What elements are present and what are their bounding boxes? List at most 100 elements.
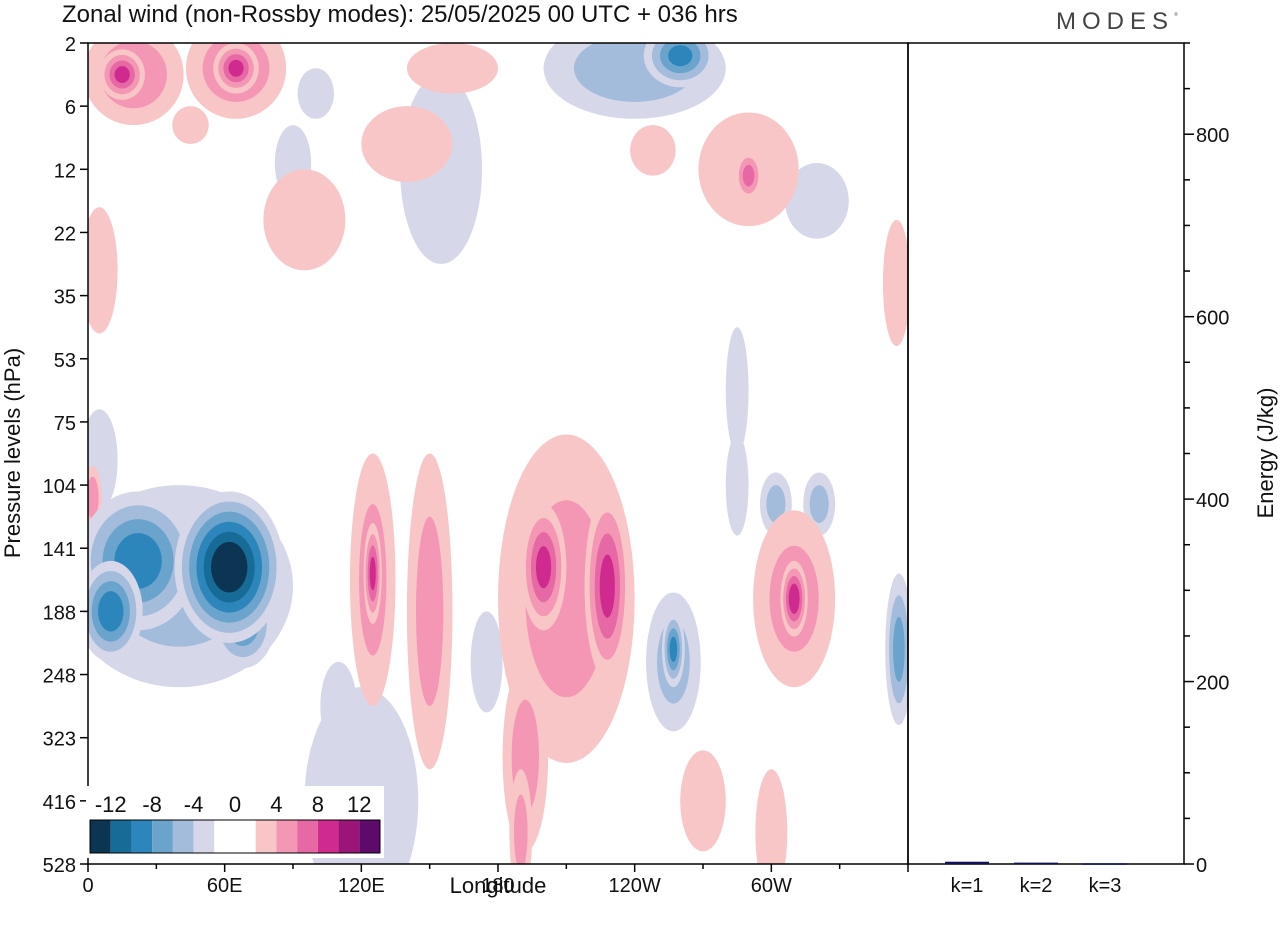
wind-feature: [470, 611, 503, 713]
contour-band: [369, 556, 376, 591]
x-tick-label: 60W: [751, 875, 792, 897]
x-tick-label: 120E: [338, 875, 385, 897]
energy-bar-label: k=2: [1020, 875, 1053, 897]
contour-band: [218, 552, 241, 583]
colorbar-label: 8: [312, 792, 324, 817]
energy-frame: [907, 42, 1185, 865]
contour-band: [680, 750, 726, 852]
contour-band: [669, 636, 678, 662]
energy-tick-label: 800: [1196, 125, 1229, 147]
contour-band: [114, 66, 130, 83]
modes-logo: MODES°: [1056, 8, 1178, 36]
chart-title: Zonal wind (non-Rossby modes): 25/05/202…: [62, 1, 738, 28]
wind-feature: [263, 169, 346, 271]
y-tick-label: 104: [43, 476, 76, 498]
colorbar-swatch: [235, 820, 256, 853]
x-axis-title: Longitude: [450, 873, 547, 898]
contour-band: [785, 162, 849, 239]
energy-tick-label: 400: [1196, 490, 1229, 512]
wind-feature: [361, 106, 453, 182]
colorbar-frame: [89, 819, 381, 854]
colorbar-swatch: [152, 820, 173, 853]
y-axis-title: Pressure levels (hPa): [0, 348, 25, 558]
wind-feature: [725, 434, 749, 536]
colorbar-label: 0: [229, 792, 241, 817]
wind-feature: [520, 504, 567, 631]
contour-band: [88, 476, 99, 519]
contour-band: [416, 516, 444, 707]
contour-band: [513, 794, 528, 864]
energy-bar: [1083, 863, 1127, 865]
contour-band: [755, 769, 788, 864]
contour-band: [788, 583, 800, 614]
energy-bar: [1014, 862, 1058, 865]
x-tick-label: 120W: [609, 875, 661, 897]
colorbar-legend: -12 -8 -4 0 4 8 12: [86, 786, 384, 858]
wind-feature: [785, 162, 849, 239]
wind-feature: [509, 769, 533, 864]
wind-feature: [172, 106, 209, 145]
x-tick-label: 0: [82, 875, 93, 897]
y-tick-label: 53: [54, 350, 76, 372]
pressure-axis: 2 6 12 22 35 53 75 104 141 188 248 323 416 528: [43, 34, 88, 877]
wind-feature: [780, 560, 808, 637]
contour-band: [228, 59, 244, 77]
contour-band: [535, 546, 552, 589]
contour-band: [599, 554, 615, 618]
contour-band: [725, 327, 749, 454]
wind-feature: [882, 219, 908, 347]
contour-band: [361, 106, 453, 182]
x-tick-label: 180: [481, 875, 514, 897]
energy-bar-label: k=3: [1089, 875, 1122, 897]
colorbar-swatch: [110, 820, 132, 853]
wind-feature: [99, 49, 145, 100]
wind-feature: [406, 43, 499, 94]
colorbar-swatch: [131, 820, 153, 853]
colorbar-swatch: [172, 820, 194, 853]
energy-bar-label: k=1: [951, 875, 984, 897]
contour-band: [263, 169, 346, 271]
wind-feature: [725, 327, 749, 454]
y-tick-label: 323: [43, 729, 76, 751]
wind-feature: [755, 769, 788, 864]
y-tick-label: 188: [43, 602, 76, 624]
colorbar-swatch: [255, 820, 277, 853]
wind-feature: [643, 43, 717, 88]
contour-band: [630, 125, 676, 176]
wind-feature: [406, 453, 453, 770]
colorbar-swatch: [214, 820, 235, 853]
contour-band: [406, 43, 499, 94]
brand-text: MODES: [1056, 8, 1175, 35]
y-tick-label: 2: [65, 34, 76, 56]
heatmap-field: [88, 43, 908, 864]
contour-band: [470, 611, 503, 713]
wind-feature: [363, 522, 382, 625]
energy-tick-label: 600: [1196, 308, 1229, 330]
contour-band: [893, 616, 905, 682]
colorbar-swatch: [317, 820, 339, 853]
energy-tick-label: 0: [1196, 855, 1207, 877]
wind-feature: [297, 68, 334, 119]
y-tick-label: 416: [43, 792, 76, 814]
energy-axis: 0 200 400 600 800: [1184, 42, 1229, 877]
wind-feature: [88, 560, 143, 662]
y-tick-label: 528: [43, 855, 76, 877]
contour-band: [882, 219, 908, 347]
longitude-axis: 0 60E 120E 180 120W 60W: [82, 864, 909, 897]
colorbar-swatch: [297, 820, 318, 853]
colorbar-label: -12: [95, 792, 127, 817]
contour-band: [766, 485, 786, 523]
colorbar-label: 12: [347, 792, 371, 817]
y-tick-label: 12: [54, 160, 76, 182]
x-tick-label: 60E: [207, 875, 243, 897]
colorbar-swatch: [276, 820, 298, 853]
y-tick-label: 248: [43, 666, 76, 688]
contour-band: [297, 68, 334, 119]
colorbar-label: -4: [184, 792, 204, 817]
contour-band: [172, 106, 209, 145]
colorbar-label: -8: [142, 792, 162, 817]
wind-feature: [885, 573, 908, 726]
contour-band: [88, 207, 118, 334]
wind-feature: [584, 491, 631, 681]
